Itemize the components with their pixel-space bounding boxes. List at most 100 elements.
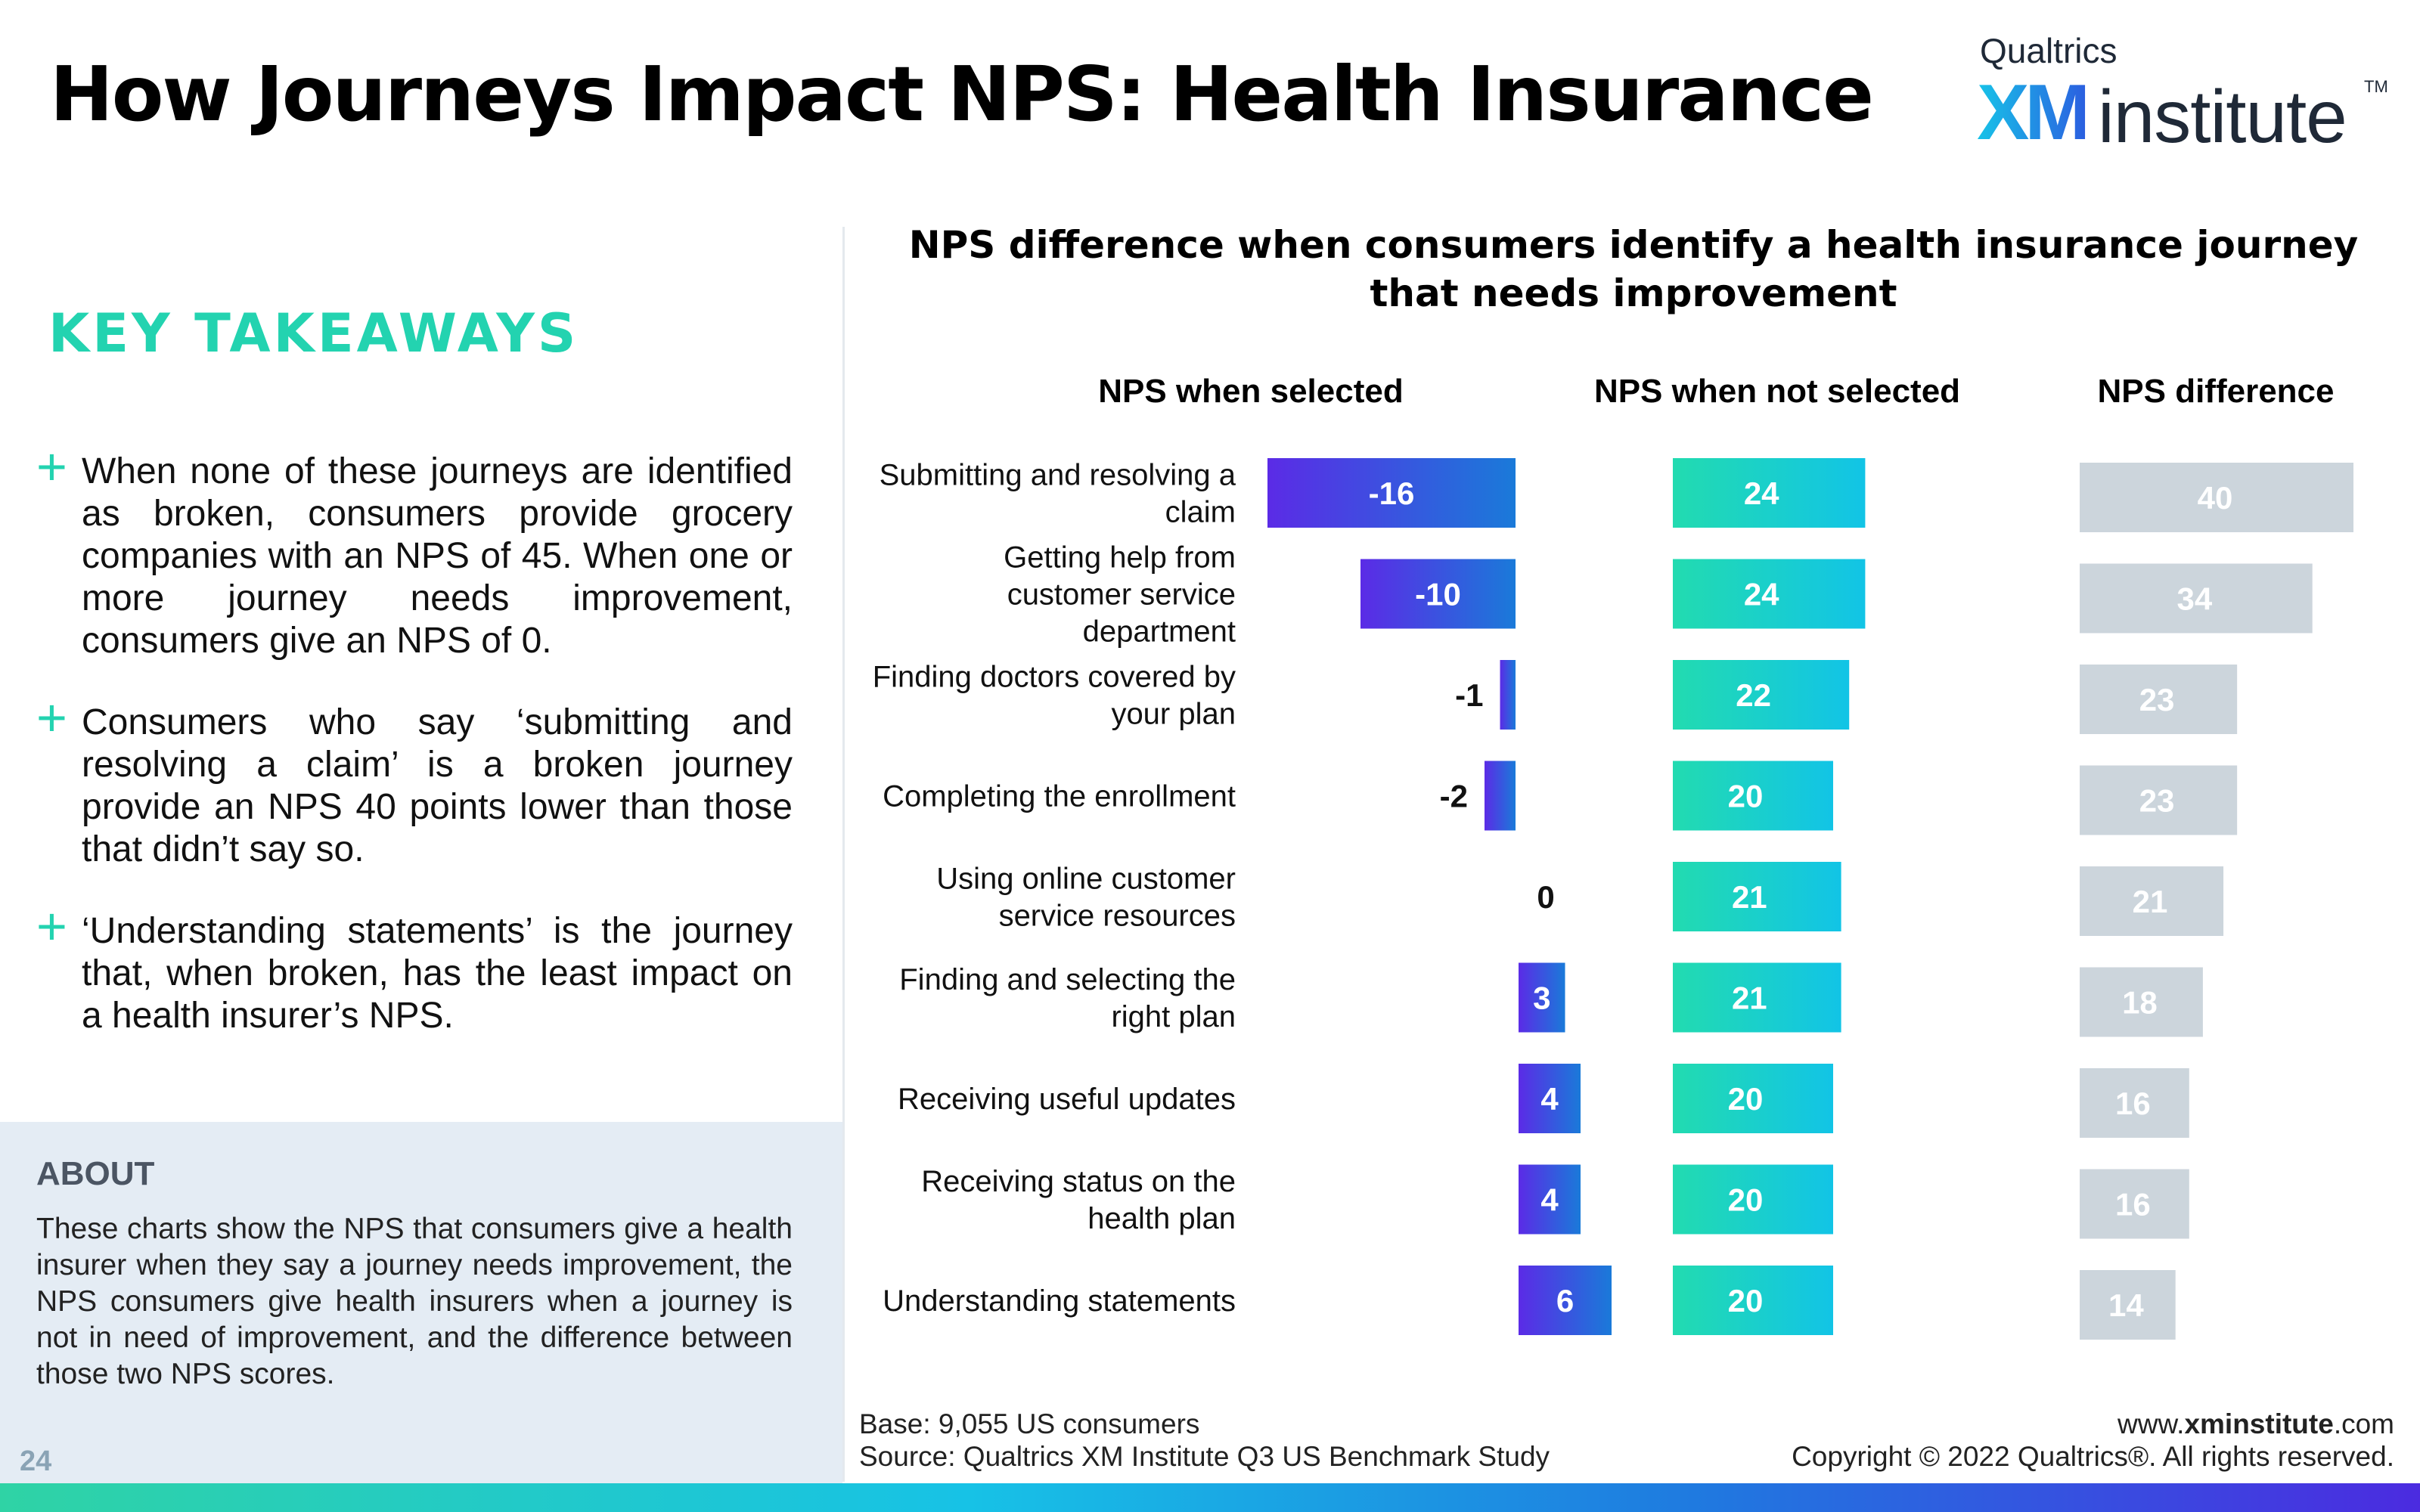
about-panel: ABOUT These charts show the NPS that con… (0, 1122, 842, 1483)
label-difference: 34 (2176, 581, 2212, 617)
label-not-selected: 21 (1732, 879, 1767, 915)
column-divider (842, 227, 845, 1482)
label-selected: 4 (1540, 1182, 1559, 1218)
footer-copyright: www.xminstitute.com Copyright © 2022 Qua… (1792, 1408, 2394, 1473)
takeaway-text: Consumers who say ‘submitting and resolv… (82, 702, 793, 869)
label-selected: -10 (1415, 577, 1461, 612)
category-label: your plan (1111, 698, 1236, 731)
label-selected: -1 (1455, 677, 1483, 713)
bar-difference (2080, 866, 2224, 936)
bar-selected (1267, 458, 1516, 528)
bar-selected (1519, 1266, 1612, 1335)
category-label: Receiving status on the (921, 1165, 1236, 1198)
category-label: Finding and selecting the (899, 963, 1236, 996)
bar-not-selected (1673, 1164, 1833, 1235)
category-label: claim (1165, 496, 1236, 529)
label-difference: 16 (2115, 1086, 2151, 1121)
plus-icon: + (36, 897, 67, 956)
bar-difference (2080, 967, 2203, 1037)
label-not-selected: 24 (1744, 577, 1779, 612)
label-not-selected: 20 (1728, 1182, 1764, 1218)
category-label: Receiving useful updates (898, 1083, 1236, 1116)
label-difference: 18 (2122, 985, 2158, 1021)
label-selected: -2 (1440, 779, 1468, 814)
logo-brand: Qualtrics (1980, 31, 2118, 70)
plus-icon: + (36, 688, 67, 747)
takeaway-text: ‘Understanding statements’ is the journe… (82, 911, 793, 1036)
label-not-selected: 21 (1732, 981, 1767, 1016)
label-difference: 16 (2115, 1187, 2151, 1222)
takeaway-item: + Consumers who say ‘submitting and reso… (36, 691, 793, 871)
logo-institute: institute (2098, 75, 2347, 158)
bar-difference (2080, 563, 2313, 634)
key-takeaways-title: KEY TAKEAWAYS (48, 302, 579, 364)
category-label: Finding doctors covered by (873, 661, 1236, 694)
bar-not-selected (1673, 962, 1841, 1033)
bar-difference (2080, 665, 2238, 734)
label-difference: 21 (2133, 884, 2168, 919)
plus-icon: + (36, 437, 67, 496)
category-label: health plan (1087, 1202, 1236, 1235)
bar-not-selected (1673, 559, 1866, 629)
url-prefix: www. (2118, 1408, 2185, 1439)
footer-url[interactable]: www.xminstitute.com (1792, 1408, 2394, 1440)
label-not-selected: 22 (1736, 677, 1771, 713)
takeaways-list: + When none of these journeys are identi… (36, 440, 793, 1077)
bar-difference (2080, 765, 2238, 835)
series-header-3: NPS difference (2098, 373, 2335, 410)
bar-selected (1519, 1164, 1581, 1235)
logo-tm: TM (2364, 77, 2388, 96)
label-selected: 3 (1533, 981, 1550, 1016)
bar-selected (1360, 559, 1516, 629)
category-label: service resources (999, 900, 1236, 933)
copyright-text: Copyright © 2022 Qualtrics®. All rights … (1792, 1441, 2394, 1472)
label-not-selected: 20 (1728, 1283, 1764, 1318)
category-label: Using online customer (936, 863, 1236, 896)
takeaway-item: + When none of these journeys are identi… (36, 440, 793, 662)
category-label: customer service (1007, 578, 1236, 612)
label-selected: 0 (1537, 879, 1554, 915)
bar-difference (2080, 1270, 2176, 1340)
bar-selected (1485, 761, 1516, 831)
footer-base: Base: 9,055 US consumers (859, 1408, 1200, 1439)
about-title: ABOUT (36, 1155, 155, 1192)
bar-not-selected (1673, 458, 1866, 528)
takeaway-item: + ‘Understanding statements’ is the jour… (36, 900, 793, 1037)
category-label: Submitting and resolving a (880, 459, 1236, 492)
xm-institute-logo: Qualtrics XM institute TM (1977, 30, 2388, 158)
series-header-2: NPS when not selected (1594, 373, 1960, 410)
logo-xm: XM (1977, 69, 2090, 156)
bar-not-selected (1673, 660, 1850, 730)
label-not-selected: 24 (1744, 476, 1779, 511)
category-label: department (1083, 615, 1236, 649)
bar-selected (1500, 660, 1516, 730)
label-selected: 4 (1540, 1081, 1559, 1117)
bar-difference (2080, 1169, 2189, 1239)
url-suffix: .com (2333, 1408, 2394, 1439)
category-label: Getting help from (1004, 541, 1236, 575)
bar-not-selected (1673, 862, 1841, 931)
label-not-selected: 20 (1728, 779, 1764, 814)
label-difference: 23 (2139, 783, 2175, 819)
bottom-gradient-bar (0, 1483, 2420, 1512)
bar-selected (1519, 962, 1565, 1033)
category-label: Completing the enrollment (883, 780, 1236, 813)
label-selected: 6 (1556, 1283, 1574, 1318)
series-header-1: NPS when selected (1098, 373, 1403, 410)
bar-difference (2080, 463, 2353, 532)
takeaway-text: When none of these journeys are identifi… (82, 451, 793, 661)
page-number: 24 (20, 1445, 52, 1477)
category-label: Understanding statements (883, 1284, 1236, 1318)
bar-not-selected (1673, 1266, 1833, 1335)
chart-title: NPS difference when consumers identify a… (908, 223, 2359, 315)
page-title: How Journeys Impact NPS: Health Insuranc… (50, 50, 1874, 138)
label-selected: -16 (1369, 476, 1415, 511)
label-not-selected: 20 (1728, 1081, 1764, 1117)
label-difference: 40 (2198, 480, 2233, 516)
about-text: These charts show the NPS that consumers… (36, 1213, 793, 1390)
label-difference: 23 (2139, 682, 2175, 717)
label-difference: 14 (2108, 1287, 2144, 1323)
footer-source: Base: 9,055 US consumers Source: Qualtri… (859, 1408, 1550, 1473)
category-label: right plan (1111, 1000, 1236, 1033)
